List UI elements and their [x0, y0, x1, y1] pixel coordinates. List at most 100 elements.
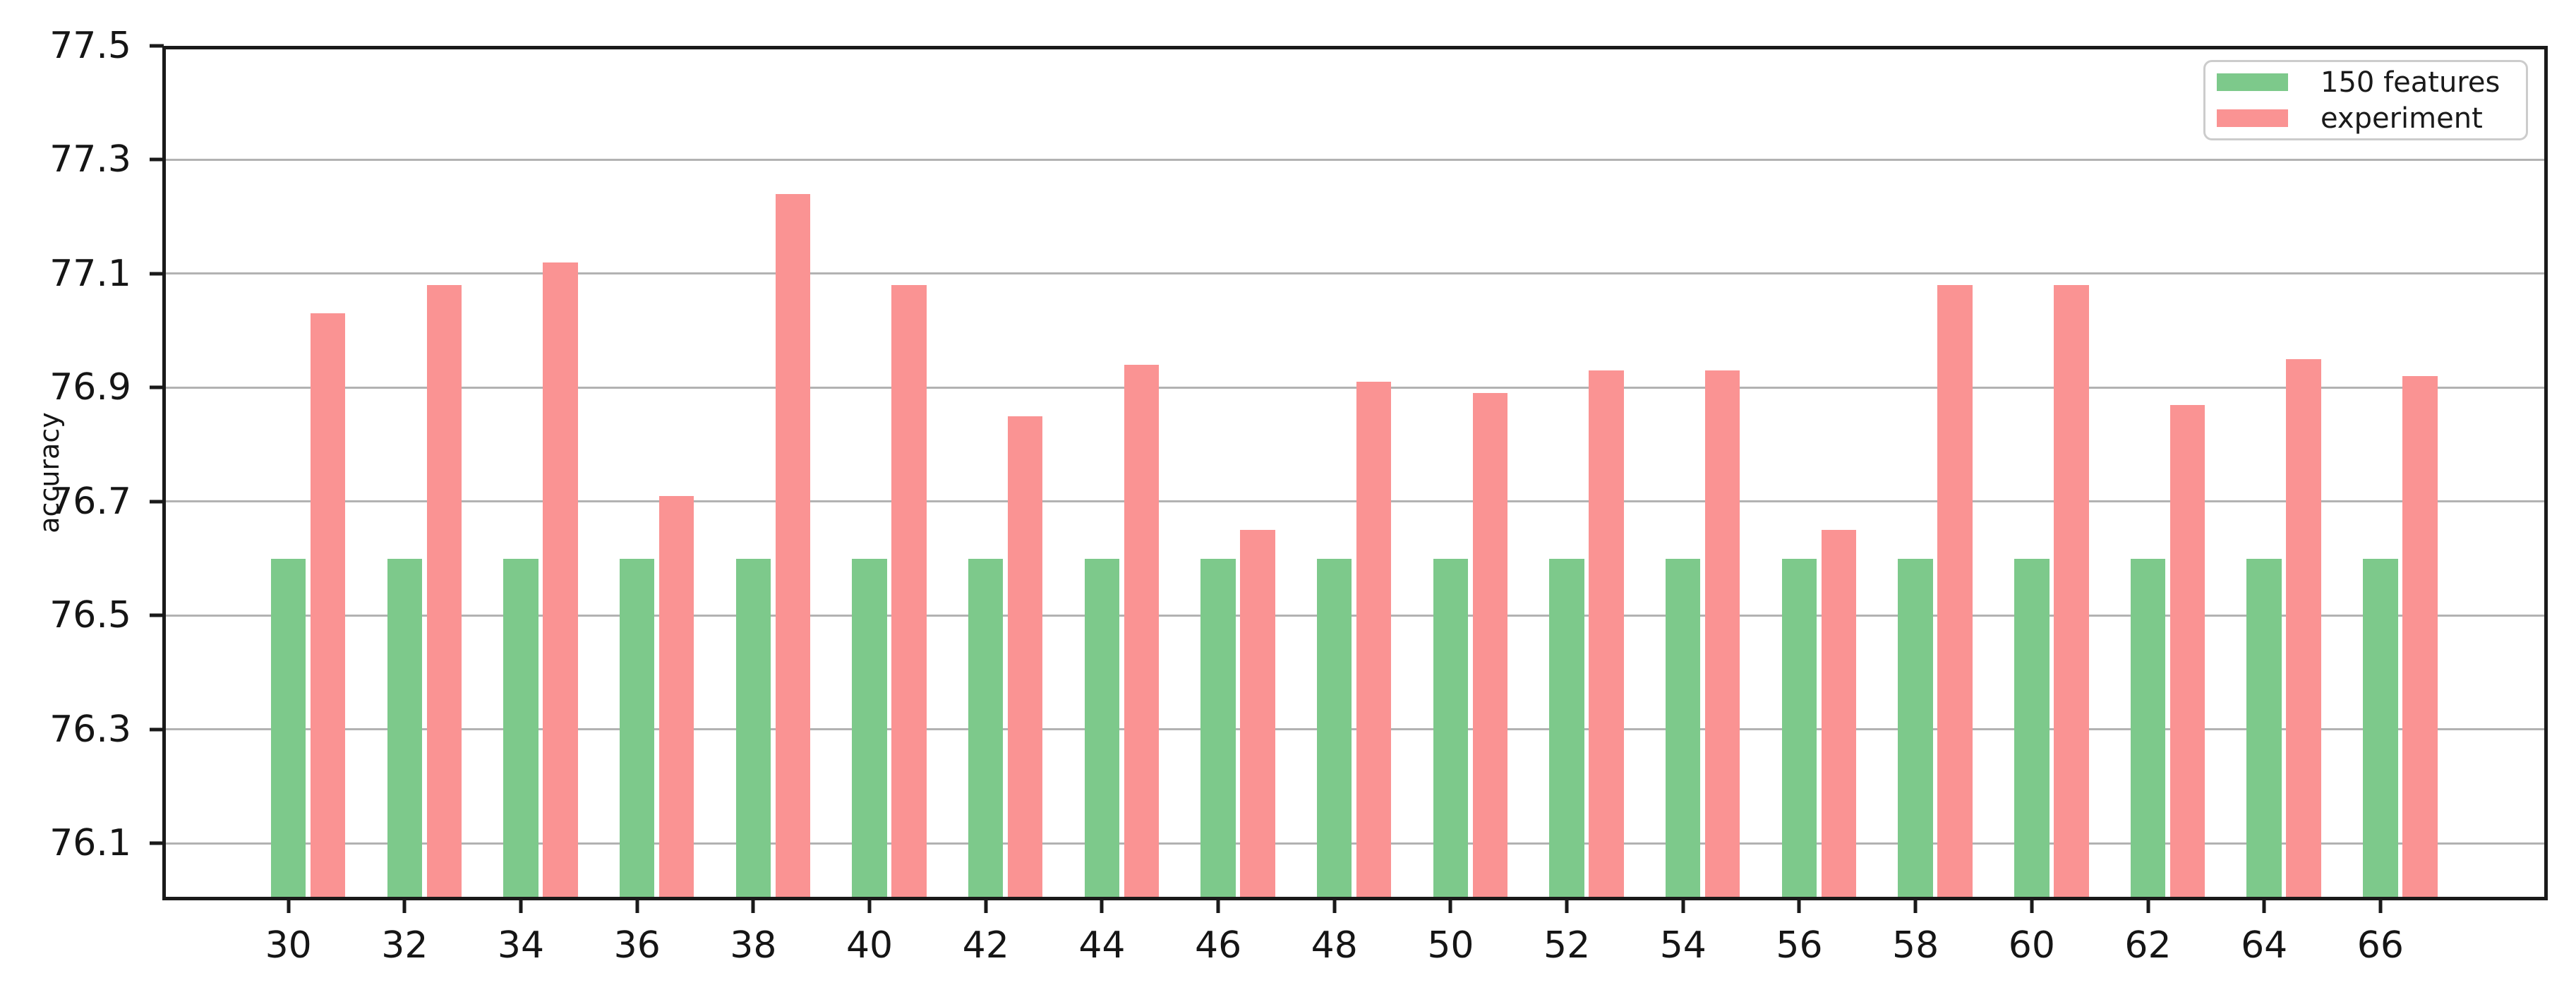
x-tick-label-48: 48 — [1311, 924, 1358, 967]
y-tick-76.1 — [150, 841, 164, 845]
bar-150-features-62 — [2130, 558, 2166, 900]
x-tick-38 — [751, 900, 755, 913]
x-tick-62 — [2146, 900, 2150, 913]
x-tick-label-42: 42 — [962, 924, 1009, 967]
y-tick-76.5 — [150, 613, 164, 617]
x-axis-line — [162, 897, 2548, 900]
legend-item-experiment: experiment — [2217, 102, 2526, 135]
x-tick-label-50: 50 — [1427, 924, 1474, 967]
bar-150-features-40 — [852, 558, 887, 900]
x-tick-30 — [287, 900, 291, 913]
legend-swatch-experiment — [2217, 109, 2288, 127]
x-tick-label-32: 32 — [381, 924, 428, 967]
bar-experiment-36 — [658, 495, 694, 900]
y-tick-77.5 — [150, 44, 164, 48]
y-tick-label-76.1: 76.1 — [49, 822, 131, 865]
y-tick-76.3 — [150, 727, 164, 732]
right-spine — [2544, 46, 2548, 900]
bar-150-features-60 — [2014, 558, 2050, 900]
x-tick-34 — [519, 900, 523, 913]
x-tick-label-52: 52 — [1543, 924, 1591, 967]
x-tick-52 — [1565, 900, 1569, 913]
bar-150-features-30 — [270, 558, 306, 900]
gridline-76.3 — [162, 728, 2548, 731]
x-tick-label-36: 36 — [613, 924, 661, 967]
legend-label-150-features: 150 features — [2321, 66, 2500, 99]
bar-experiment-30 — [310, 313, 346, 900]
bar-150-features-52 — [1549, 558, 1584, 900]
x-tick-36 — [635, 900, 639, 913]
x-tick-label-60: 60 — [2008, 924, 2055, 967]
bar-experiment-50 — [1472, 393, 1508, 900]
bar-150-features-44 — [1084, 558, 1120, 900]
bar-experiment-32 — [426, 285, 462, 900]
y-tick-label-76.7: 76.7 — [49, 480, 131, 523]
gridline-77.3 — [162, 158, 2548, 161]
x-tick-label-56: 56 — [1776, 924, 1823, 967]
y-tick-label-77.5: 77.5 — [49, 25, 131, 67]
bar-experiment-48 — [1356, 382, 1392, 900]
x-tick-48 — [1332, 900, 1337, 913]
x-tick-56 — [1797, 900, 1801, 913]
bar-experiment-56 — [1821, 530, 1857, 900]
x-tick-42 — [984, 900, 988, 913]
y-tick-label-76.3: 76.3 — [49, 708, 131, 751]
bar-150-features-50 — [1433, 558, 1469, 900]
y-tick-label-77.3: 77.3 — [49, 138, 131, 181]
gridline-77.1 — [162, 272, 2548, 275]
top-spine — [162, 46, 2548, 49]
gridline-76.9 — [162, 386, 2548, 389]
x-tick-54 — [1681, 900, 1685, 913]
x-tick-64 — [2262, 900, 2266, 913]
bar-experiment-60 — [2054, 285, 2089, 900]
bar-experiment-44 — [1124, 365, 1160, 900]
x-tick-40 — [867, 900, 872, 913]
y-axis-line — [162, 46, 166, 900]
x-tick-label-38: 38 — [730, 924, 777, 967]
bar-experiment-34 — [543, 262, 578, 900]
legend-swatch-150-features — [2217, 73, 2288, 91]
bar-experiment-52 — [1589, 370, 1624, 900]
bar-150-features-42 — [968, 558, 1004, 900]
bar-150-features-66 — [2363, 558, 2398, 900]
x-tick-label-64: 64 — [2241, 924, 2288, 967]
x-tick-44 — [1100, 900, 1104, 913]
x-tick-label-46: 46 — [1194, 924, 1242, 967]
y-tick-77.1 — [150, 272, 164, 276]
gridline-76.7 — [162, 500, 2548, 503]
x-tick-58 — [1913, 900, 1918, 913]
gridline-76.1 — [162, 842, 2548, 845]
bar-experiment-38 — [775, 193, 811, 900]
y-tick-76.9 — [150, 385, 164, 389]
x-tick-label-44: 44 — [1078, 924, 1126, 967]
x-tick-label-54: 54 — [1659, 924, 1707, 967]
x-tick-label-40: 40 — [845, 924, 893, 967]
x-tick-label-66: 66 — [2357, 924, 2404, 967]
y-tick-label-76.9: 76.9 — [49, 366, 131, 409]
bar-150-features-46 — [1200, 558, 1236, 900]
y-tick-77.3 — [150, 157, 164, 162]
x-tick-50 — [1448, 900, 1452, 913]
y-tick-label-77.1: 77.1 — [49, 252, 131, 295]
x-tick-60 — [2030, 900, 2034, 913]
bar-150-features-56 — [1781, 558, 1817, 900]
bar-experiment-66 — [2402, 376, 2438, 900]
y-tick-76.7 — [150, 500, 164, 504]
gridline-76.5 — [162, 614, 2548, 617]
bar-150-features-38 — [735, 558, 771, 900]
bar-experiment-54 — [1705, 370, 1740, 900]
x-tick-32 — [402, 900, 407, 913]
plot-area: 150 features experiment — [162, 46, 2548, 900]
x-tick-label-62: 62 — [2124, 924, 2172, 967]
bar-experiment-42 — [1008, 416, 1043, 900]
bar-experiment-58 — [1937, 285, 1973, 900]
bar-experiment-46 — [1240, 530, 1275, 900]
y-tick-label-76.5: 76.5 — [49, 594, 131, 637]
bar-experiment-64 — [2286, 359, 2321, 900]
bar-150-features-36 — [620, 558, 655, 900]
x-tick-label-30: 30 — [265, 924, 312, 967]
bar-experiment-62 — [2169, 404, 2205, 900]
legend-label-experiment: experiment — [2321, 102, 2483, 135]
bar-150-features-34 — [503, 558, 538, 900]
